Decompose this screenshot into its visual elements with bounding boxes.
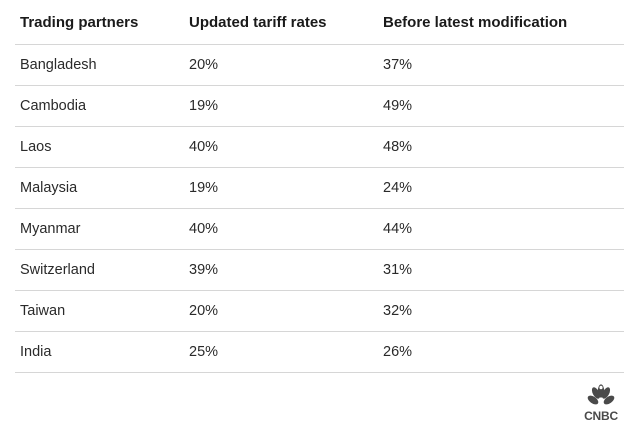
cell-updated-rate: 40% xyxy=(184,126,378,168)
cell-before-modification: 32% xyxy=(378,290,624,332)
cell-updated-rate: 40% xyxy=(184,208,378,250)
cell-trading-partner: Switzerland xyxy=(15,249,184,291)
cnbc-logo: CNBC xyxy=(578,383,624,425)
table-row: Taiwan 20% 32% xyxy=(15,290,624,332)
cell-trading-partner: Taiwan xyxy=(15,290,184,332)
cell-updated-rate: 20% xyxy=(184,290,378,332)
table-row: Bangladesh 20% 37% xyxy=(15,44,624,86)
cell-updated-rate: 39% xyxy=(184,249,378,291)
cell-trading-partner: India xyxy=(15,331,184,373)
table-row: Malaysia 19% 24% xyxy=(15,167,624,209)
table-header-row: Trading partners Updated tariff rates Be… xyxy=(15,0,624,45)
column-header-before-modification: Before latest modification xyxy=(378,0,624,45)
tariff-table: Trading partners Updated tariff rates Be… xyxy=(15,0,624,373)
cell-before-modification: 49% xyxy=(378,85,624,127)
cell-trading-partner: Myanmar xyxy=(15,208,184,250)
table-row: Laos 40% 48% xyxy=(15,126,624,168)
cell-updated-rate: 20% xyxy=(184,44,378,86)
cell-before-modification: 37% xyxy=(378,44,624,86)
column-header-updated-rates: Updated tariff rates xyxy=(184,0,378,45)
cnbc-logo-text: CNBC xyxy=(584,409,618,423)
cell-trading-partner: Cambodia xyxy=(15,85,184,127)
cell-before-modification: 24% xyxy=(378,167,624,209)
table-row: Switzerland 39% 31% xyxy=(15,249,624,291)
tariff-table-container: Trading partners Updated tariff rates Be… xyxy=(15,0,624,373)
cnbc-peacock-icon xyxy=(587,384,615,405)
cell-trading-partner: Malaysia xyxy=(15,167,184,209)
cell-updated-rate: 19% xyxy=(184,85,378,127)
table-row: India 25% 26% xyxy=(15,331,624,373)
table-row: Myanmar 40% 44% xyxy=(15,208,624,250)
table-row: Cambodia 19% 49% xyxy=(15,85,624,127)
cell-updated-rate: 19% xyxy=(184,167,378,209)
table-body: Bangladesh 20% 37% Cambodia 19% 49% Laos 40% 48%… xyxy=(15,44,624,373)
cell-before-modification: 31% xyxy=(378,249,624,291)
cell-updated-rate: 25% xyxy=(184,331,378,373)
cell-before-modification: 26% xyxy=(378,331,624,373)
cell-before-modification: 48% xyxy=(378,126,624,168)
column-header-trading-partners: Trading partners xyxy=(15,0,184,45)
cell-trading-partner: Laos xyxy=(15,126,184,168)
cell-before-modification: 44% xyxy=(378,208,624,250)
cell-trading-partner: Bangladesh xyxy=(15,44,184,86)
